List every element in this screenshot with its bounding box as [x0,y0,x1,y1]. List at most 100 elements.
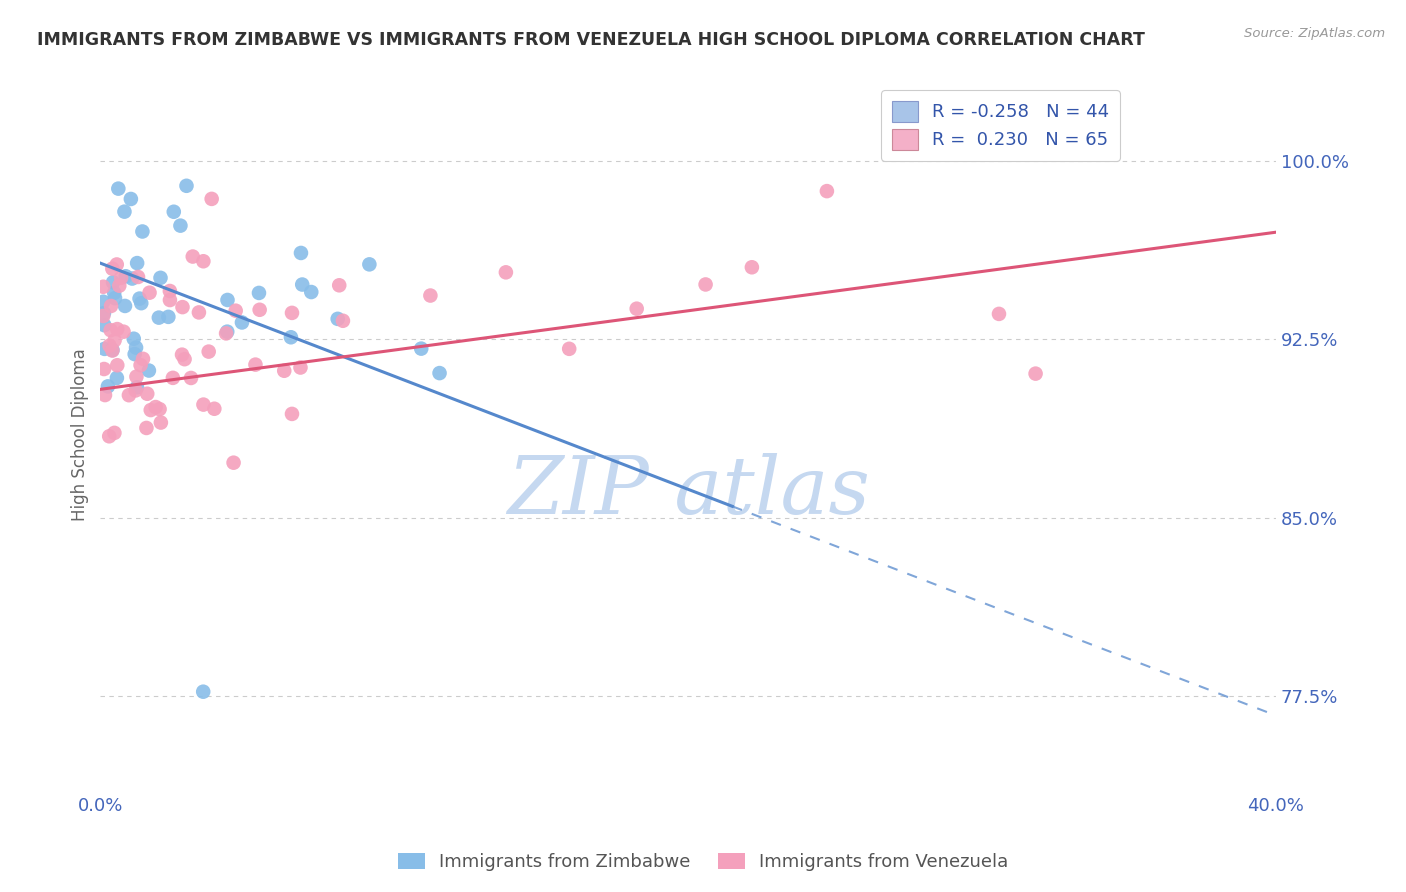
Point [138,285,160,300]
Point [217,293,239,307]
Point [112,325,135,339]
Point [105,257,128,271]
Point [121,271,143,285]
Point [159,284,181,298]
Point [125,380,148,394]
Point [93,318,115,333]
Point [91,294,114,309]
Point [180,371,202,385]
Point [101,276,124,290]
Point [176,178,198,193]
Point [98,338,121,352]
Point [103,334,125,348]
Point [103,425,125,440]
Point [101,343,124,357]
Point [93,342,115,356]
Point [97,379,120,393]
Point [128,292,150,306]
Y-axis label: High School Diploma: High School Diploma [72,348,89,521]
Point [170,348,193,362]
Point [129,296,152,310]
Point [127,256,149,270]
Point [328,278,350,293]
Point [332,314,354,328]
Point [741,260,763,275]
Text: ZIP atlas: ZIP atlas [506,453,869,531]
Point [101,261,124,276]
Point [988,307,1011,321]
Point [197,344,219,359]
Point [245,358,267,372]
Point [124,347,146,361]
Point [558,342,581,356]
Point [110,270,132,285]
Point [193,254,215,268]
Point [169,219,191,233]
Point [124,384,146,398]
Point [104,291,127,305]
Point [148,310,170,325]
Point [131,225,153,239]
Point [222,456,245,470]
Point [626,301,648,316]
Point [247,285,270,300]
Point [100,323,122,337]
Point [290,246,312,260]
Point [290,360,312,375]
Point [139,403,162,417]
Point [108,278,131,293]
Point [1025,367,1047,381]
Point [93,362,115,376]
Point [114,204,136,219]
Point [107,181,129,195]
Point [136,386,159,401]
Legend: R = -0.258   N = 44, R =  0.230   N = 65: R = -0.258 N = 44, R = 0.230 N = 65 [882,90,1121,161]
Point [94,388,117,402]
Point [91,309,114,323]
Point [138,363,160,377]
Point [148,402,170,417]
Point [231,316,253,330]
Point [135,421,157,435]
Point [132,351,155,366]
Point [181,250,204,264]
Point [114,269,136,284]
Point [122,332,145,346]
Point [193,398,215,412]
Point [201,192,224,206]
Point [125,341,148,355]
Point [125,369,148,384]
Point [281,407,304,421]
Point [91,279,114,293]
Point [118,388,141,402]
Point [495,265,517,279]
Point [129,358,152,372]
Point [149,270,172,285]
Point [114,299,136,313]
Point [157,310,180,324]
Point [100,299,122,313]
Point [105,371,128,385]
Point [215,326,238,341]
Point [105,322,128,336]
Point [815,184,838,198]
Point [172,300,194,314]
Point [419,288,441,302]
Point [163,204,186,219]
Point [359,257,381,271]
Point [98,429,121,443]
Point [225,303,247,318]
Point [411,342,433,356]
Point [299,285,322,299]
Point [326,311,349,326]
Point [291,277,314,292]
Point [120,192,142,206]
Point [281,306,304,320]
Text: IMMIGRANTS FROM ZIMBABWE VS IMMIGRANTS FROM VENEZUELA HIGH SCHOOL DIPLOMA CORREL: IMMIGRANTS FROM ZIMBABWE VS IMMIGRANTS F… [37,31,1144,49]
Point [105,358,128,372]
Point [429,366,451,380]
Legend: Immigrants from Zimbabwe, Immigrants from Venezuela: Immigrants from Zimbabwe, Immigrants fro… [391,846,1015,879]
Point [101,343,124,358]
Point [249,302,271,317]
Point [149,416,172,430]
